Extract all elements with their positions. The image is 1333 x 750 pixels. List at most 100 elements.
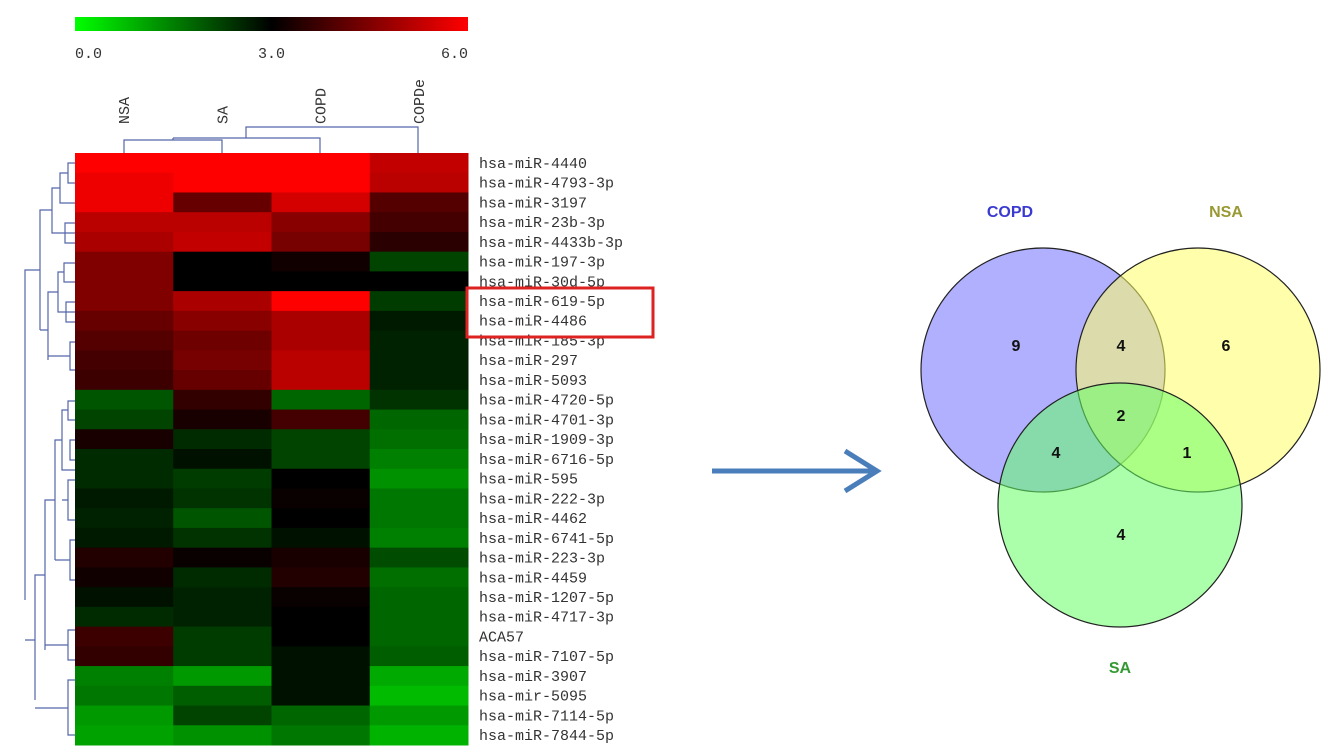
heat-cell <box>75 330 174 351</box>
heat-cell <box>75 172 174 193</box>
row-label: hsa-miR-7107-5p <box>479 649 614 666</box>
heat-cell <box>369 409 469 430</box>
heat-cell <box>271 330 371 351</box>
heat-cell <box>271 606 371 628</box>
column-label: COPDe <box>412 79 429 124</box>
row-label: hsa-miR-6741-5p <box>479 531 614 548</box>
heat-cell <box>369 488 469 509</box>
heat-cell <box>75 508 174 529</box>
heat-cell <box>369 172 469 193</box>
heat-cell <box>271 725 371 746</box>
colorbar-tick-label: 6.0 <box>441 46 468 63</box>
heat-cell <box>369 705 469 726</box>
heat-cell <box>173 153 272 174</box>
row-label: hsa-miR-4459 <box>479 570 587 587</box>
heat-cell <box>271 153 371 174</box>
region-count: 9 <box>1012 338 1021 355</box>
row-label: hsa-miR-3907 <box>479 669 587 686</box>
heat-cell <box>271 626 371 647</box>
heat-cell <box>173 527 272 549</box>
heat-cell <box>271 172 371 193</box>
heat-cell <box>271 251 371 272</box>
heat-cell <box>75 429 174 450</box>
heat-cell <box>271 646 371 667</box>
heat-cell <box>369 626 469 647</box>
heat-cell <box>75 251 174 272</box>
heat-cell <box>369 606 469 628</box>
heat-cell <box>271 527 371 549</box>
row-label: hsa-miR-4717-3p <box>479 610 614 627</box>
heat-cell <box>369 587 469 608</box>
heat-cell <box>369 725 469 746</box>
heat-cell <box>271 587 371 608</box>
heat-cell <box>369 330 469 351</box>
heat-cell <box>369 291 469 312</box>
heat-cell <box>173 212 272 233</box>
heat-cell <box>75 370 174 391</box>
heat-cell <box>271 547 371 568</box>
heat-cell <box>369 370 469 391</box>
heat-cell <box>75 705 174 726</box>
heat-cell <box>75 725 174 746</box>
heat-cell <box>369 449 469 470</box>
set-label: SA <box>1109 660 1132 677</box>
heat-cell <box>369 666 469 687</box>
heat-cell <box>271 429 371 450</box>
row-label: hsa-miR-4440 <box>479 156 587 173</box>
heat-cell <box>75 587 174 608</box>
heat-cell <box>75 626 174 647</box>
row-label: hsa-miR-595 <box>479 472 578 489</box>
row-label: hsa-miR-4793-3p <box>479 176 614 193</box>
heat-cell <box>271 468 371 489</box>
heat-cell <box>173 350 272 371</box>
arrow <box>712 448 882 494</box>
row-label: ACA57 <box>479 629 524 646</box>
heat-cell <box>369 212 469 233</box>
region-count: 1 <box>1183 445 1192 462</box>
heat-cell <box>173 172 272 193</box>
heat-cell <box>75 527 174 549</box>
colorbar-tick-label: 3.0 <box>258 46 285 63</box>
heat-cell <box>75 350 174 371</box>
heat-cell <box>271 705 371 726</box>
colorbar-tick-label: 0.0 <box>75 46 102 63</box>
heat-cell <box>75 291 174 312</box>
heat-cell <box>369 153 469 174</box>
heat-cell <box>75 153 174 174</box>
heat-cell <box>271 449 371 470</box>
heat-cell <box>369 646 469 667</box>
heat-cell <box>271 271 371 292</box>
heat-cell <box>173 409 272 430</box>
heat-cell <box>173 310 272 332</box>
heat-cell <box>75 606 174 628</box>
heat-cell <box>75 449 174 470</box>
heat-cell <box>369 350 469 371</box>
heat-cell <box>271 488 371 509</box>
heat-cell <box>173 626 272 647</box>
heat-cell <box>75 567 174 588</box>
heat-cell <box>75 231 174 253</box>
heat-cell <box>173 547 272 568</box>
heat-cell <box>173 685 272 707</box>
heat-cell <box>369 310 469 332</box>
heat-cell <box>173 567 272 588</box>
heat-cell <box>271 350 371 371</box>
heat-cell <box>173 666 272 687</box>
row-label: hsa-mir-5095 <box>479 689 587 706</box>
heat-cell <box>75 646 174 667</box>
heat-cell <box>173 271 272 292</box>
heat-cell <box>369 508 469 529</box>
region-count: 4 <box>1052 445 1061 462</box>
heat-cell <box>173 231 272 253</box>
region-count: 6 <box>1222 338 1231 355</box>
heat-cell <box>271 192 371 213</box>
heat-cell <box>75 488 174 509</box>
heat-cell <box>75 192 174 213</box>
heat-cell <box>75 547 174 568</box>
row-label: hsa-miR-4701-3p <box>479 412 614 429</box>
column-dendrogram <box>123 126 419 153</box>
heat-cell <box>369 527 469 549</box>
heat-cell <box>271 685 371 707</box>
